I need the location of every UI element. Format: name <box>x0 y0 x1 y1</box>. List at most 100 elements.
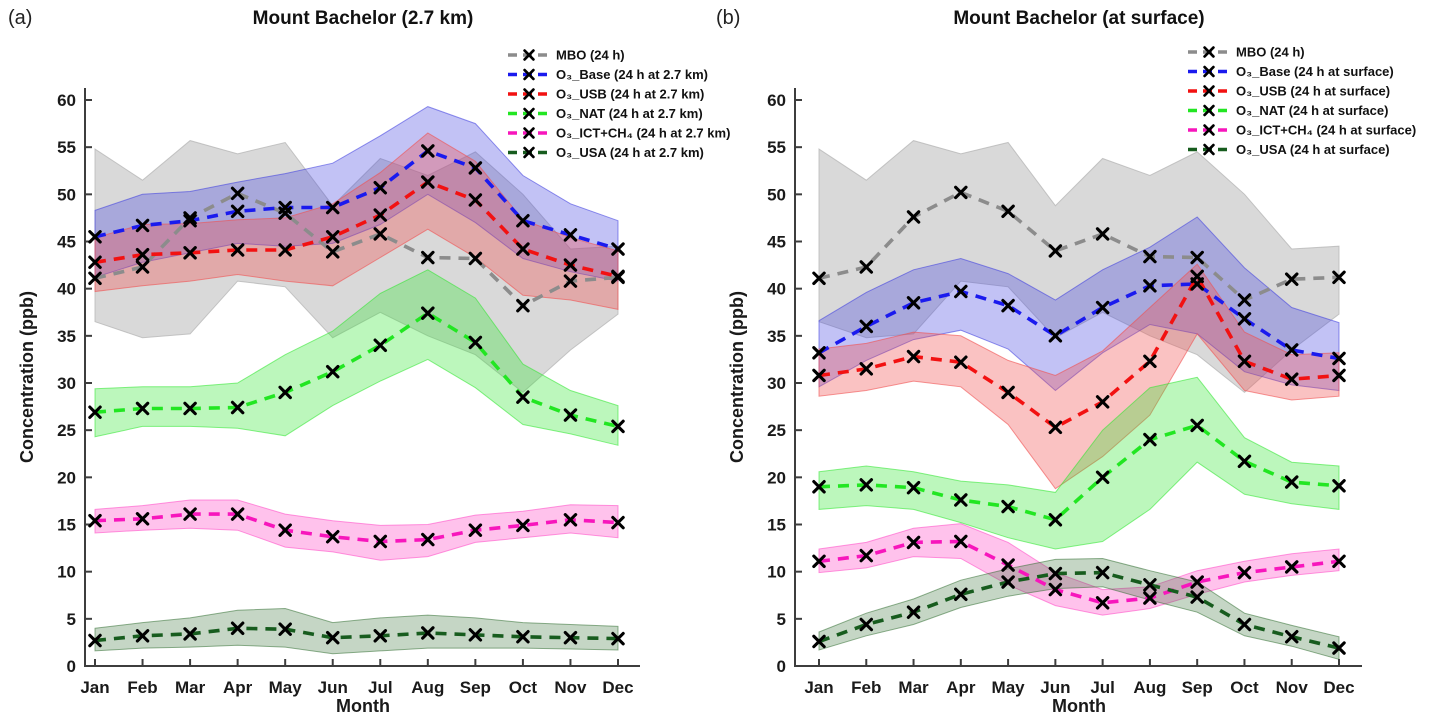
panel-title-a: Mount Bachelor (2.7 km) <box>253 8 474 29</box>
marker-o3-nat-jun <box>325 364 340 379</box>
legend-x-marker-o3-base <box>523 68 535 81</box>
y-tick-label-45: 45 <box>767 233 786 252</box>
line-o3-nat <box>94 311 619 429</box>
marker-o3-ict-ch4-feb <box>135 512 150 526</box>
legend-entry-o3-usa: O₃_USA (24 h at surface) <box>1188 142 1390 157</box>
legend-x-marker-mbo <box>523 49 535 61</box>
marker-o3-ict-ch4-aug <box>421 532 435 547</box>
marker-o3-usa-sep <box>1190 590 1204 604</box>
marker-mbo-jun <box>325 245 340 259</box>
marker-o3-ict-ch4-sep <box>1190 575 1204 589</box>
marker-o3-usb-nov <box>563 258 578 272</box>
x-tick-label-may: May <box>269 678 303 697</box>
marker-o3-usb-mar <box>906 349 921 364</box>
marker-o3-usb-nov <box>1284 372 1299 386</box>
legend-a: MBO (24 h) O₃_Base (24 h at 2.7 km) O₃_USB… <box>508 48 730 160</box>
y-tick-label-20: 20 <box>767 468 786 487</box>
y-tick-label-35: 35 <box>767 327 786 346</box>
marker-o3-ict-ch4-feb <box>859 548 874 563</box>
y-axis-label-b: Concentration (ppb) <box>727 291 747 463</box>
bands-b <box>818 140 1340 661</box>
y-tick-label-15: 15 <box>767 516 786 535</box>
y-tick-label-30: 30 <box>767 374 786 393</box>
marker-o3-nat-apr <box>954 493 968 507</box>
marker-mbo-jul <box>373 227 388 241</box>
line-o3-usb <box>818 272 1340 430</box>
marker-o3-usa-aug <box>421 626 435 640</box>
marker-o3-base-jan <box>88 230 102 244</box>
line-mbo <box>818 190 1340 303</box>
marker-mbo-oct <box>516 298 530 313</box>
marker-o3-base-mar <box>183 213 197 228</box>
markers-mbo <box>812 185 1346 307</box>
marker-o3-nat-may <box>1001 499 1015 514</box>
legend-x-marker-o3-usa <box>1203 143 1215 156</box>
marker-o3-usb-may <box>278 243 292 257</box>
marker-o3-usa-sep <box>468 628 483 642</box>
marker-o3-usa-nov <box>563 630 578 645</box>
x-tick-label-jul: Jul <box>1090 678 1115 697</box>
x-axis-label-a: Month <box>336 696 390 716</box>
legend-x-marker-o3-ict-ch4 <box>1203 124 1215 136</box>
marker-mbo-aug <box>421 250 435 265</box>
marker-o3-usb-apr <box>954 355 968 369</box>
marker-o3-nat-sep <box>1190 418 1204 433</box>
marker-o3-nat-dec <box>611 419 625 434</box>
marker-o3-usa-jul <box>373 629 388 643</box>
x-tick-label-mar: Mar <box>175 678 206 697</box>
y-tick-label-10: 10 <box>57 563 76 582</box>
y-tick-label-5: 5 <box>777 610 786 629</box>
marker-o3-base-oct <box>516 213 530 228</box>
legend-x-marker-mbo <box>1203 46 1215 58</box>
legend-label-o3-usa: O₃_USA (24 h at surface) <box>1236 142 1390 157</box>
y-tick-label-55: 55 <box>57 138 76 157</box>
marker-mbo-nov <box>1284 272 1299 286</box>
line-o3-base <box>818 282 1340 361</box>
marker-o3-usa-dec <box>1332 641 1346 655</box>
markers-o3-nat <box>88 306 625 434</box>
line-o3-ict-ch4 <box>818 539 1340 605</box>
y-tick-label-40: 40 <box>57 280 76 299</box>
legend-label-o3-base: O₃_Base (24 h at 2.7 km) <box>556 67 708 82</box>
y-tick-label-60: 60 <box>57 91 76 110</box>
y-tick-label-25: 25 <box>767 421 786 440</box>
markers-o3-base <box>88 144 625 256</box>
marker-o3-base-apr <box>230 204 245 219</box>
marker-o3-usb-jul <box>373 208 388 222</box>
x-tick-label-jan: Jan <box>804 678 833 697</box>
marker-o3-base-apr <box>954 284 968 299</box>
marker-o3-nat-jan <box>88 405 102 419</box>
bands-a <box>94 106 619 655</box>
panel-b: 0 5 10 15 20 25 30 35 40 45 50 55 60 Jan Feb Mar Apr May J… <box>716 7 1416 716</box>
band-mbo <box>94 140 619 394</box>
marker-o3-ict-ch4-nov <box>563 513 578 527</box>
legend-x-marker-o3-ict-ch4 <box>523 127 535 139</box>
marker-o3-usb-jun <box>1048 420 1063 435</box>
legend-x-marker-o3-nat <box>523 107 535 120</box>
legend-label-o3-nat: O₃_NAT (24 h at 2.7 km) <box>556 106 703 121</box>
y-tick-label-55: 55 <box>767 138 786 157</box>
marker-o3-usb-feb <box>859 362 874 376</box>
x-tick-label-aug: Aug <box>1133 678 1166 697</box>
marker-o3-ict-ch4-jul <box>1095 596 1110 610</box>
marker-mbo-mar <box>906 210 921 224</box>
panel-corner-label-a: (a) <box>8 7 32 29</box>
markers-o3-base <box>812 277 1346 366</box>
marker-o3-ict-ch4-aug <box>1143 591 1157 605</box>
legend-entry-o3-usb: O₃_USB (24 h at 2.7 km) <box>508 87 704 102</box>
marker-mbo-mar <box>183 211 197 225</box>
marker-o3-usa-nov <box>1284 630 1299 644</box>
x-tick-label-nov: Nov <box>1276 678 1309 697</box>
x-tick-label-dec: Dec <box>1323 678 1354 697</box>
marker-o3-nat-oct <box>1237 454 1252 469</box>
marker-o3-base-may <box>1001 298 1015 313</box>
marker-o3-usb-sep <box>468 193 483 207</box>
x-tick-label-oct: Oct <box>1230 678 1259 697</box>
panel-title-b: Mount Bachelor (at surface) <box>953 8 1204 29</box>
marker-o3-nat-nov <box>563 408 578 422</box>
marker-o3-usa-aug <box>1143 578 1157 592</box>
y-tick-label-30: 30 <box>57 374 76 393</box>
marker-o3-ict-ch4-jan <box>88 513 102 528</box>
legend-entry-o3-base: O₃_Base (24 h at 2.7 km) <box>508 67 708 82</box>
marker-mbo-apr <box>954 185 968 200</box>
